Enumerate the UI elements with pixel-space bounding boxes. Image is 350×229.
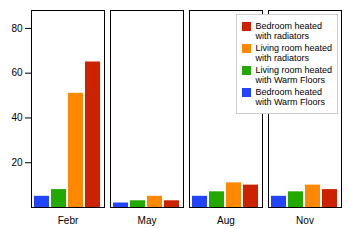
html-text:Bedroom heated with radiators: Bedroom heated with radiators [255, 21, 322, 41]
svg-text:Aug: Aug [217, 215, 235, 226]
svg-text:Febr: Febr [58, 215, 79, 226]
svg-text:Nov: Nov [296, 215, 314, 226]
svg-text:May: May [138, 215, 157, 226]
svg-text:40: 40 [11, 112, 23, 123]
svg-text:20: 20 [11, 157, 23, 168]
svg-text:60: 60 [11, 67, 23, 78]
html-text:Bedroom heated with Warm Floor: Bedroom heated with Warm Floors [255, 87, 326, 107]
html-text:Living room heated with Warm F: Living room heated with Warm Floors [255, 65, 332, 85]
html-text:Living room heated with radiat: Living room heated with radiators [255, 43, 332, 63]
svg-text:80: 80 [11, 23, 23, 34]
